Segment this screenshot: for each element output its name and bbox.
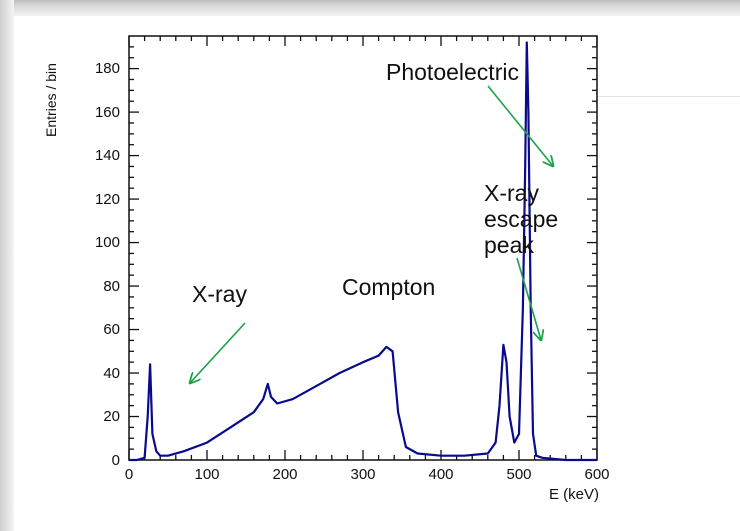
y-tick-label: 120 xyxy=(95,191,120,208)
annotation-xray: X-ray xyxy=(192,281,247,307)
y-tick-label: 140 xyxy=(95,147,120,164)
x-tick-label: 600 xyxy=(584,466,609,483)
y-tick-label: 160 xyxy=(95,104,120,121)
x-tick-label: 500 xyxy=(506,466,531,483)
x-tick-label: 300 xyxy=(350,466,375,483)
annotation-escape-line-2: escape xyxy=(484,206,558,232)
x-axis-label: E (keV) xyxy=(549,486,599,503)
x-tick-label: 100 xyxy=(194,466,219,483)
x-tick-label: 200 xyxy=(272,466,297,483)
arrow-xray xyxy=(190,322,246,383)
y-tick-label: 0 xyxy=(112,452,120,469)
y-tick-labels: 0 20 40 60 80 100 120 140 160 180 xyxy=(95,60,120,469)
y-tick-label: 20 xyxy=(103,408,120,425)
plot-frame xyxy=(128,35,598,461)
x-tick-label: 0 xyxy=(125,466,133,483)
annotation-arrows xyxy=(190,85,553,383)
y-tick-label: 40 xyxy=(103,365,120,382)
annotation-escape-line-3: peak xyxy=(484,232,534,258)
slide-edge xyxy=(0,0,14,531)
annotations: Photoelectric X-ray escape peak Compton … xyxy=(192,59,558,307)
x-tick-labels: 0 100 200 300 400 500 600 xyxy=(125,466,610,483)
arrow-escape-peak xyxy=(516,257,541,340)
y-tick-label: 180 xyxy=(95,60,120,77)
y-tick-label: 80 xyxy=(103,278,120,295)
y-axis-label: Entries / bin xyxy=(43,63,59,137)
y-tick-label: 60 xyxy=(103,321,120,338)
y-tick-label: 100 xyxy=(95,234,120,251)
annotation-escape-line-1: X-ray xyxy=(484,180,539,206)
spectrum-series-line xyxy=(129,41,597,462)
annotation-photoelectric: Photoelectric xyxy=(386,59,519,85)
x-tick-label: 400 xyxy=(428,466,453,483)
annotation-compton: Compton xyxy=(342,274,435,300)
arrow-photoelectric xyxy=(487,85,553,166)
slide-divider xyxy=(470,96,740,97)
